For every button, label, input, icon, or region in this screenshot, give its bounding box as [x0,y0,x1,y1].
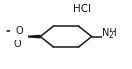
Text: HCl: HCl [73,4,91,14]
Polygon shape [26,35,40,38]
Text: 2: 2 [109,31,113,40]
Text: O: O [15,26,23,36]
Text: O: O [13,39,21,49]
Text: NH: NH [102,28,117,38]
